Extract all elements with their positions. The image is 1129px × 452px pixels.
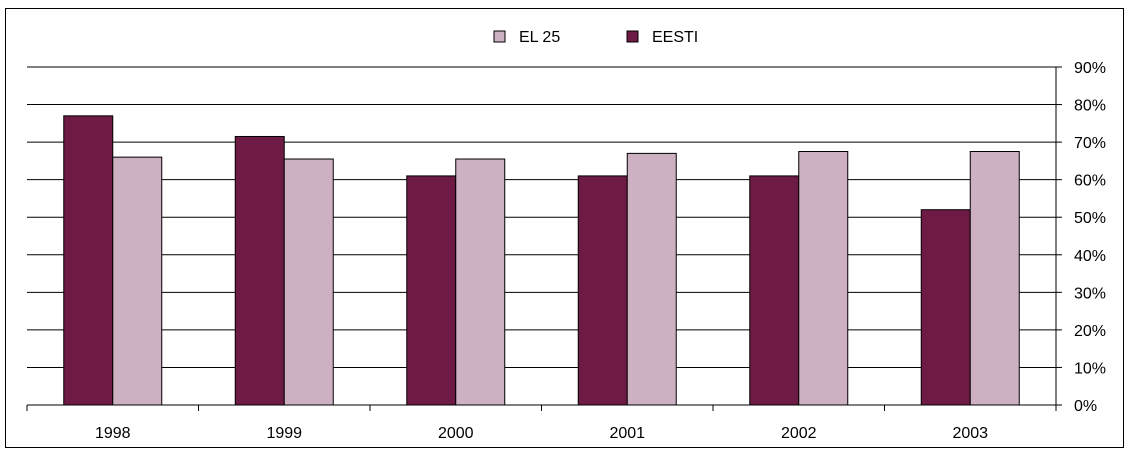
bar-el-25-2003 bbox=[969, 151, 1020, 406]
bar-eesti-2003 bbox=[920, 209, 971, 406]
y-tick-label: 30% bbox=[1074, 285, 1106, 302]
bar-eesti-2002 bbox=[749, 175, 800, 406]
bar-eesti-1999 bbox=[234, 135, 285, 406]
bar-el-25-2002 bbox=[798, 151, 849, 406]
x-tick-label: 2002 bbox=[781, 425, 817, 442]
legend: EL 25 EESTI bbox=[493, 29, 698, 46]
x-tick-label: 2000 bbox=[438, 425, 474, 442]
bar-eesti-2000 bbox=[406, 175, 457, 406]
axes: 0% 10% 20% 30% 40% 50% 60% 70% 80% 90% 1998 1999 200… bbox=[26, 60, 1106, 442]
bar-el-25-2001 bbox=[626, 152, 677, 406]
x-tick-label: 2003 bbox=[952, 425, 988, 442]
gridlines bbox=[27, 66, 1056, 406]
y-tick-label: 70% bbox=[1074, 135, 1106, 152]
x-tick-label: 1999 bbox=[266, 425, 302, 442]
x-tick-label: 1998 bbox=[95, 425, 131, 442]
y-tick-label: 40% bbox=[1074, 248, 1106, 265]
bar-eesti-1998 bbox=[63, 115, 114, 406]
bar-el-25-2000 bbox=[455, 158, 506, 406]
legend-label: EESTI bbox=[652, 29, 698, 46]
y-tick-label: 90% bbox=[1074, 60, 1106, 77]
legend-swatch bbox=[493, 30, 506, 43]
bar-el-25-1999 bbox=[283, 158, 334, 406]
y-tick-label: 0% bbox=[1074, 398, 1097, 415]
y-tick-label: 60% bbox=[1074, 173, 1106, 190]
y-tick-label: 10% bbox=[1074, 360, 1106, 377]
bars bbox=[63, 115, 1020, 406]
bar-el-25-1998 bbox=[112, 156, 163, 406]
y-tick-label: 50% bbox=[1074, 210, 1106, 227]
legend-swatch bbox=[626, 30, 639, 43]
bar-eesti-2001 bbox=[577, 175, 628, 406]
y-tick-label: 80% bbox=[1074, 98, 1106, 115]
x-tick-label: 2001 bbox=[609, 425, 645, 442]
y-tick-label: 20% bbox=[1074, 323, 1106, 340]
legend-label: EL 25 bbox=[519, 29, 560, 46]
